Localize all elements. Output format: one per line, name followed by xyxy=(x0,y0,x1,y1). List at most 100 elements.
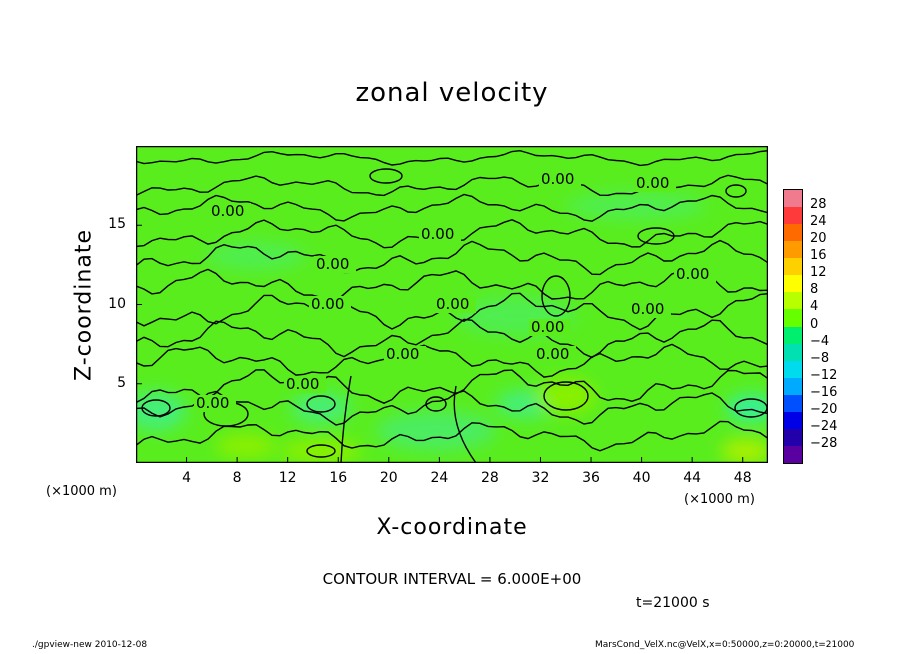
contour-label: 0.00 xyxy=(631,300,664,318)
colorbar-tick-label: −16 xyxy=(810,384,838,400)
colorbar-segment xyxy=(784,360,802,378)
colorbar-tick-label: −8 xyxy=(810,350,830,366)
colorbar-tick-label: 0 xyxy=(810,316,819,332)
colorbar-tick-label: 8 xyxy=(810,282,819,298)
chart-title: zonal velocity xyxy=(355,78,549,108)
contour-label-bg xyxy=(314,256,356,273)
colorbar-segment xyxy=(784,309,802,327)
y-tick-label: 10 xyxy=(108,295,126,312)
contour-label: 0.00 xyxy=(286,375,319,393)
y-tick-label: 5 xyxy=(117,374,126,391)
contour-loop xyxy=(141,399,171,417)
contour-label: 0.00 xyxy=(536,345,569,363)
contour-labels: 0.00 0.00 0.00 0.00 0.00 0.00 0.00 0.00 0.00 0.00… xyxy=(194,170,716,412)
contour-line xyxy=(136,268,768,303)
contour-label: 0.00 xyxy=(316,255,349,273)
colorbar-tick-label: 28 xyxy=(810,197,827,213)
contour-label: 0.00 xyxy=(386,345,419,363)
y-tick-label: 15 xyxy=(108,216,126,233)
x-tick-label: 16 xyxy=(329,470,348,486)
contour-label-bg xyxy=(434,296,476,313)
colorbar-segment xyxy=(784,428,802,446)
contour-plot-area: 0.00 0.00 0.00 0.00 0.00 0.00 0.00 0.00 0.00 0.00… xyxy=(136,146,768,463)
colorbar-tick-label: −20 xyxy=(810,401,838,417)
contour-line xyxy=(136,420,768,452)
contour-label: 0.00 xyxy=(196,394,229,412)
colorbar-segment xyxy=(784,190,802,208)
contour-label: 0.00 xyxy=(421,225,454,243)
contour-loop xyxy=(369,168,403,184)
contour-label-bg xyxy=(284,376,326,393)
contour-label-bg xyxy=(534,346,576,363)
contour-line xyxy=(453,385,477,463)
y-axis-unit: (×1000 m) xyxy=(46,484,117,499)
footer-right-text: MarsCond_VelX.nc@VelX,x=0:50000,z=0:2000… xyxy=(595,640,855,650)
contour-label-bg xyxy=(194,395,236,412)
x-tick-label: 32 xyxy=(531,470,550,486)
colorbar-segment xyxy=(784,377,802,395)
x-tick-label: 12 xyxy=(278,470,297,486)
contour-line xyxy=(136,318,768,359)
colorbar-tick-label: 20 xyxy=(810,231,827,247)
contour-label: 0.00 xyxy=(436,295,469,313)
colorbar-tick-label: −12 xyxy=(810,367,838,383)
colorbar-tick-label: 24 xyxy=(810,214,827,230)
contour-loop xyxy=(725,184,747,198)
x-axis-unit: (×1000 m) xyxy=(684,492,755,507)
contour-label-bg xyxy=(384,346,426,363)
contour-label-bg xyxy=(419,226,461,243)
colorbar-segment xyxy=(784,224,802,242)
contour-line xyxy=(136,369,768,404)
contour-line xyxy=(136,193,768,222)
x-tick-label: 24 xyxy=(430,470,449,486)
colorbar-tick-label: 16 xyxy=(810,248,827,264)
colorbar xyxy=(783,189,803,464)
contour-label-bg xyxy=(529,319,571,336)
colorbar-tick-label: −4 xyxy=(810,333,830,349)
y-axis-label: Z-coordinate xyxy=(71,229,97,381)
contour-line xyxy=(136,239,768,276)
contour-loop xyxy=(306,444,336,458)
time-label: t=21000 s xyxy=(636,595,710,611)
footer-left-text: ./gpview-new 2010-12-08 xyxy=(32,640,148,650)
field-shading xyxy=(136,192,768,463)
colorbar-tick-label: −28 xyxy=(810,435,838,451)
x-axis-label: X-coordinate xyxy=(376,515,528,540)
colorbar-segment xyxy=(784,343,802,361)
x-tick-label: 20 xyxy=(379,470,398,486)
contour-label-bg xyxy=(209,203,251,220)
contour-line xyxy=(136,343,768,378)
contour-line xyxy=(340,375,352,463)
contour-label-bg xyxy=(634,175,676,192)
colorbar-segment xyxy=(784,207,802,225)
contour-line xyxy=(136,149,768,167)
colorbar-tick-label: 4 xyxy=(810,299,819,315)
colorbar-tick-label: 12 xyxy=(810,265,827,281)
contour-label: 0.00 xyxy=(311,295,344,313)
axis-tick-marks xyxy=(136,224,744,463)
colorbar-segment xyxy=(784,394,802,412)
contour-interval-label: CONTOUR INTERVAL = 6.000E+00 xyxy=(322,570,582,588)
colorbar-segment xyxy=(784,275,802,293)
colorbar-tick-label: −24 xyxy=(810,418,838,434)
colorbar-segment xyxy=(784,411,802,429)
contour-label: 0.00 xyxy=(541,170,574,188)
colorbar-segment xyxy=(784,326,802,344)
colorbar-segment xyxy=(784,241,802,259)
x-tick-label: 8 xyxy=(232,470,242,486)
x-tick-label: 48 xyxy=(733,470,752,486)
contour-label: 0.00 xyxy=(636,174,669,192)
contour-label-bg xyxy=(674,266,716,283)
colorbar-segment xyxy=(784,258,802,276)
x-tick-label: 44 xyxy=(683,470,702,486)
contour-label: 0.00 xyxy=(211,202,244,220)
contour-loop xyxy=(541,275,571,317)
x-tick-label: 36 xyxy=(582,470,600,486)
contour-loop xyxy=(637,227,675,245)
contour-loop xyxy=(543,381,589,411)
x-tick-label: 4 xyxy=(182,470,191,486)
contour-label-bg xyxy=(539,171,581,188)
colorbar-segment xyxy=(784,292,802,310)
contour-loop xyxy=(306,395,336,413)
contour-loop xyxy=(425,396,447,412)
